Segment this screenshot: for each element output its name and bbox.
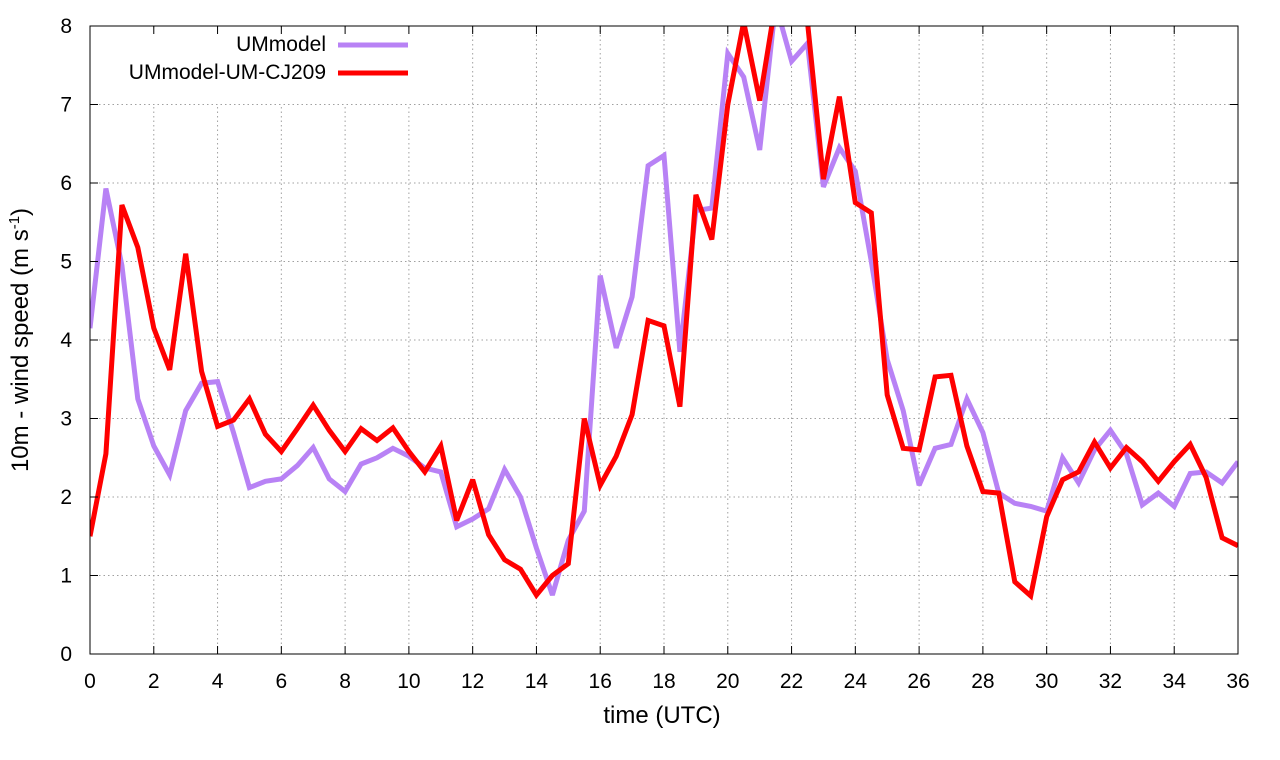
x-tick-label: 20 xyxy=(716,670,739,693)
x-tick-label: 4 xyxy=(212,670,224,693)
legend-label-1: UMmodel-UM-CJ209 xyxy=(129,61,326,84)
x-tick-label: 22 xyxy=(780,670,803,693)
legend: UMmodel UMmodel-UM-CJ209 xyxy=(129,33,408,84)
x-tick-label: 26 xyxy=(907,670,930,693)
x-tick-label: 24 xyxy=(844,670,868,693)
y-tick-label: 4 xyxy=(60,329,72,352)
x-tick-label: 6 xyxy=(275,670,287,693)
y-tick-label: 2 xyxy=(60,486,72,509)
legend-entry-1: UMmodel-UM-CJ209 xyxy=(129,61,408,84)
x-tick-label: 30 xyxy=(1035,670,1058,693)
y-tick-label: 1 xyxy=(60,565,72,588)
legend-entry-0: UMmodel xyxy=(236,33,408,56)
axis-ticks xyxy=(89,25,1239,655)
x-tick-label: 28 xyxy=(971,670,994,693)
y-axis-title-close: ) xyxy=(7,208,34,216)
y-tick-label: 5 xyxy=(60,251,72,274)
x-tick-label: 0 xyxy=(84,670,96,693)
x-tick-label: 2 xyxy=(148,670,160,693)
legend-label-0: UMmodel xyxy=(236,33,326,56)
series-line-1 xyxy=(90,26,1238,601)
y-tick-label: 3 xyxy=(60,408,72,431)
y-axis-title-superscript: -1 xyxy=(6,216,23,229)
x-tick-label: 14 xyxy=(525,670,549,693)
x-tick-label: 16 xyxy=(589,670,612,693)
y-tick-label: 0 xyxy=(60,643,72,666)
grid-lines xyxy=(90,26,1238,654)
x-tick-label: 10 xyxy=(397,670,420,693)
x-tick-label: 32 xyxy=(1099,670,1122,693)
series-lines xyxy=(90,26,1238,601)
x-tick-label: 12 xyxy=(461,670,484,693)
legend-background xyxy=(92,28,418,104)
y-tick-label: 8 xyxy=(60,15,72,38)
y-tick-label: 7 xyxy=(60,94,72,117)
x-tick-label: 18 xyxy=(652,670,675,693)
x-tick-label: 36 xyxy=(1226,670,1249,693)
x-axis-tick-labels: 0 2 4 6 8 10 12 14 16 18 20 22 24 26 28 30 32 34 36 xyxy=(84,670,1250,693)
y-tick-label: 6 xyxy=(60,172,72,195)
y-axis-title-main: 10m - wind speed (m s xyxy=(7,229,34,472)
x-tick-label: 34 xyxy=(1163,670,1187,693)
x-tick-label: 8 xyxy=(339,670,351,693)
x-axis-title: time (UTC) xyxy=(603,702,720,729)
y-axis-tick-labels: 0 1 2 3 4 5 6 7 8 xyxy=(60,15,72,666)
y-axis-title: 10m - wind speed (m s-1) xyxy=(6,208,34,472)
